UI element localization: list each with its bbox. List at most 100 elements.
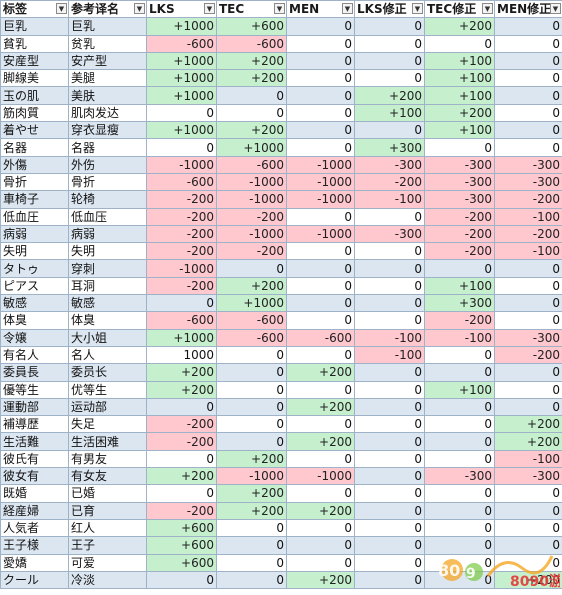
value-cell[interactable]: -100 bbox=[494, 449, 562, 469]
tag-cell[interactable]: 車椅子 bbox=[0, 190, 69, 209]
value-cell[interactable]: +200 bbox=[494, 432, 562, 451]
value-cell[interactable]: +1000 bbox=[216, 138, 287, 157]
value-cell[interactable]: 0 bbox=[494, 51, 562, 71]
translation-cell[interactable]: 贫乳 bbox=[68, 34, 147, 53]
value-cell[interactable]: 0 bbox=[354, 17, 425, 36]
column-header[interactable]: MEN ▼ bbox=[286, 0, 355, 19]
dropdown-filter-icon[interactable]: ▼ bbox=[482, 3, 493, 14]
table-row[interactable]: 有名人 名人 1000 0 0 -100 0 -200 bbox=[0, 345, 562, 365]
tag-cell[interactable]: 彼氏有 bbox=[0, 449, 69, 469]
value-cell[interactable]: +200 bbox=[424, 17, 495, 36]
value-cell[interactable]: +1000 bbox=[146, 69, 217, 88]
value-cell[interactable]: +100 bbox=[354, 103, 425, 123]
column-header[interactable]: LKS ▼ bbox=[146, 0, 217, 19]
value-cell[interactable]: -600 bbox=[146, 311, 217, 330]
translation-cell[interactable]: 已婚 bbox=[68, 484, 147, 503]
value-cell[interactable]: +200 bbox=[146, 380, 217, 399]
value-cell[interactable]: 0 bbox=[494, 138, 562, 157]
value-cell[interactable]: -300 bbox=[354, 224, 425, 244]
translation-cell[interactable]: 冷淡 bbox=[68, 570, 147, 590]
value-cell[interactable]: -200 bbox=[354, 172, 425, 192]
tag-cell[interactable]: ピアス bbox=[0, 276, 69, 296]
tag-cell[interactable]: 優等生 bbox=[0, 380, 69, 399]
value-cell[interactable]: -1000 bbox=[286, 467, 355, 486]
value-cell[interactable]: +200 bbox=[146, 363, 217, 382]
value-cell[interactable]: 0 bbox=[286, 380, 355, 399]
value-cell[interactable]: 0 bbox=[354, 34, 425, 53]
translation-cell[interactable]: 耳洞 bbox=[68, 276, 147, 296]
table-row[interactable]: 人気者 红人 +600 0 0 0 0 0 bbox=[0, 518, 562, 538]
value-cell[interactable]: -100 bbox=[494, 207, 562, 226]
dropdown-filter-icon[interactable]: ▼ bbox=[550, 3, 561, 14]
value-cell[interactable]: 0 bbox=[146, 397, 217, 417]
value-cell[interactable]: -1000 bbox=[216, 224, 287, 244]
value-cell[interactable]: -300 bbox=[424, 155, 495, 174]
table-row[interactable]: 筋肉質 肌肉发达 0 0 0 +100 +200 0 bbox=[0, 103, 562, 123]
value-cell[interactable]: -200 bbox=[494, 345, 562, 365]
value-cell[interactable]: 0 bbox=[424, 259, 495, 278]
tag-cell[interactable]: クール bbox=[0, 570, 69, 590]
value-cell[interactable]: 0 bbox=[286, 242, 355, 261]
table-row[interactable]: 車椅子 轮椅 -200 -1000 -1000 -100 -300 -200 bbox=[0, 190, 562, 209]
table-row[interactable]: タトゥ 穿刺 -1000 0 0 0 0 0 bbox=[0, 259, 562, 278]
value-cell[interactable]: 0 bbox=[286, 138, 355, 157]
value-cell[interactable]: +100 bbox=[424, 121, 495, 140]
value-cell[interactable]: +600 bbox=[146, 518, 217, 538]
tag-cell[interactable]: 低血圧 bbox=[0, 207, 69, 226]
table-row[interactable]: 彼氏有 有男友 0 +200 0 0 0 -100 bbox=[0, 449, 562, 469]
value-cell[interactable]: -100 bbox=[354, 190, 425, 209]
table-row[interactable]: 巨乳 巨乳 +1000 +600 0 0 +200 0 bbox=[0, 17, 562, 36]
value-cell[interactable]: 0 bbox=[494, 103, 562, 123]
value-cell[interactable]: 0 bbox=[146, 449, 217, 469]
value-cell[interactable]: 0 bbox=[216, 397, 287, 417]
value-cell[interactable]: 0 bbox=[354, 259, 425, 278]
tag-cell[interactable]: 委員長 bbox=[0, 363, 69, 382]
table-row[interactable]: 敏感 敏感 0 +1000 0 0 +300 0 bbox=[0, 294, 562, 313]
value-cell[interactable]: 0 bbox=[354, 207, 425, 226]
value-cell[interactable]: -200 bbox=[146, 207, 217, 226]
value-cell[interactable]: +200 bbox=[494, 415, 562, 434]
value-cell[interactable]: 0 bbox=[354, 536, 425, 555]
table-row[interactable]: 補導歴 失足 -200 0 0 0 0 +200 bbox=[0, 415, 562, 434]
translation-cell[interactable]: 失明 bbox=[68, 242, 147, 261]
tag-cell[interactable]: 名器 bbox=[0, 138, 69, 157]
translation-cell[interactable]: 安产型 bbox=[68, 51, 147, 71]
value-cell[interactable]: -600 bbox=[216, 328, 287, 347]
value-cell[interactable]: +200 bbox=[216, 501, 287, 520]
value-cell[interactable]: 0 bbox=[354, 467, 425, 486]
value-cell[interactable]: 0 bbox=[354, 276, 425, 296]
value-cell[interactable]: +200 bbox=[286, 570, 355, 590]
value-cell[interactable]: 0 bbox=[354, 553, 425, 572]
value-cell[interactable]: 0 bbox=[494, 276, 562, 296]
value-cell[interactable]: 0 bbox=[286, 345, 355, 365]
value-cell[interactable]: 0 bbox=[494, 86, 562, 105]
value-cell[interactable]: 0 bbox=[424, 415, 495, 434]
value-cell[interactable]: 0 bbox=[424, 570, 495, 590]
value-cell[interactable]: 0 bbox=[216, 345, 287, 365]
value-cell[interactable]: 0 bbox=[494, 294, 562, 313]
tag-cell[interactable]: 経産婦 bbox=[0, 501, 69, 520]
value-cell[interactable]: 0 bbox=[216, 553, 287, 572]
value-cell[interactable]: +200 bbox=[424, 103, 495, 123]
value-cell[interactable]: -300 bbox=[494, 328, 562, 347]
value-cell[interactable]: 0 bbox=[424, 553, 495, 572]
column-header[interactable]: 标签 ▼ bbox=[0, 0, 69, 19]
table-row[interactable]: 体臭 体臭 -600 -600 0 0 -200 0 bbox=[0, 311, 562, 330]
table-row[interactable]: 貧乳 贫乳 -600 -600 0 0 0 0 bbox=[0, 34, 562, 53]
tag-cell[interactable]: 愛嬌 bbox=[0, 553, 69, 572]
table-row[interactable]: クール 冷淡 0 0 +200 0 0 +200 bbox=[0, 570, 562, 590]
table-row[interactable]: 脚線美 美腿 +1000 +200 0 0 +100 0 bbox=[0, 69, 562, 88]
value-cell[interactable]: 0 bbox=[494, 121, 562, 140]
translation-cell[interactable]: 名器 bbox=[68, 138, 147, 157]
translation-cell[interactable]: 美腿 bbox=[68, 69, 147, 88]
value-cell[interactable]: -300 bbox=[424, 190, 495, 209]
value-cell[interactable]: +1000 bbox=[146, 51, 217, 71]
dropdown-filter-icon[interactable]: ▼ bbox=[204, 3, 215, 14]
value-cell[interactable]: 0 bbox=[216, 86, 287, 105]
value-cell[interactable]: 0 bbox=[424, 432, 495, 451]
value-cell[interactable]: +100 bbox=[424, 69, 495, 88]
value-cell[interactable]: 0 bbox=[424, 138, 495, 157]
value-cell[interactable]: 0 bbox=[494, 501, 562, 520]
tag-cell[interactable]: 貧乳 bbox=[0, 34, 69, 53]
value-cell[interactable]: 0 bbox=[286, 294, 355, 313]
